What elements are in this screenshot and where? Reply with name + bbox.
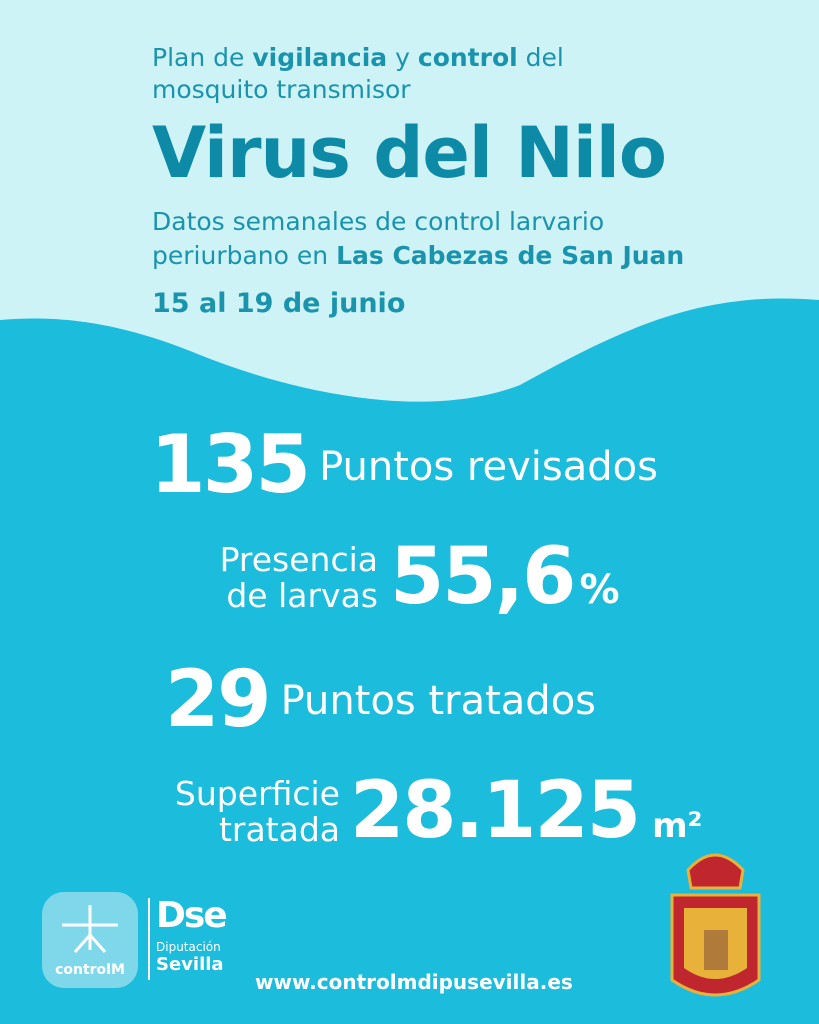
stat: 55,6 % <box>390 532 620 622</box>
url: www.controlmdipusevilla.es <box>255 970 573 994</box>
tower <box>704 930 728 970</box>
divider <box>148 898 150 980</box>
logo-text: controlM <box>55 962 125 978</box>
number: 135 <box>150 418 311 511</box>
logo-text: Sevilla <box>156 954 224 975</box>
logo-text: Diputación <box>156 940 221 954</box>
intro: Plan de vigilancia y control del mosquit… <box>152 42 564 106</box>
text: de larvas <box>226 576 378 615</box>
stat: 29 Puntos tratados <box>165 655 596 745</box>
number: 29 <box>165 655 272 745</box>
date: 15 al 19 de junio <box>152 288 406 319</box>
text: tratada <box>218 810 340 849</box>
crown <box>686 853 745 890</box>
unit: m² <box>652 806 703 846</box>
mosquito-icon <box>62 905 118 953</box>
text: control <box>417 43 518 72</box>
text: Presencia <box>219 540 378 579</box>
stat: 28.125 m² <box>350 766 702 856</box>
stat: 135 Puntos revisados <box>150 418 658 511</box>
dip-logo: Dse Diputación Sevilla <box>156 895 228 975</box>
controlm-logo: controlM <box>42 892 138 988</box>
unit: % <box>579 567 620 613</box>
text: Plan de <box>152 43 245 72</box>
number: 55,6 <box>390 532 576 622</box>
text: vigilancia <box>252 43 388 72</box>
logo-mark: Dse <box>156 895 228 936</box>
text: del <box>525 43 564 72</box>
text: Superficie <box>174 774 340 813</box>
label: Puntos tratados <box>280 678 597 724</box>
subtitle: Datos semanales de control larvario peri… <box>152 205 684 273</box>
text: mosquito transmisor <box>152 75 411 104</box>
text: periurbano en <box>152 241 329 270</box>
text: Datos semanales de control larvario <box>152 207 605 236</box>
text: Las Cabezas de San Juan <box>336 241 685 270</box>
title: Virus del Nilo <box>152 112 667 194</box>
bg-wave <box>0 0 819 402</box>
number: 28.125 <box>350 766 641 856</box>
coat-of-arms <box>670 853 761 997</box>
label: Puntos revisados <box>319 444 658 490</box>
text: y <box>395 43 410 72</box>
label: Superficie tratada <box>140 776 340 848</box>
label: Presencia de larvas <box>200 542 378 614</box>
